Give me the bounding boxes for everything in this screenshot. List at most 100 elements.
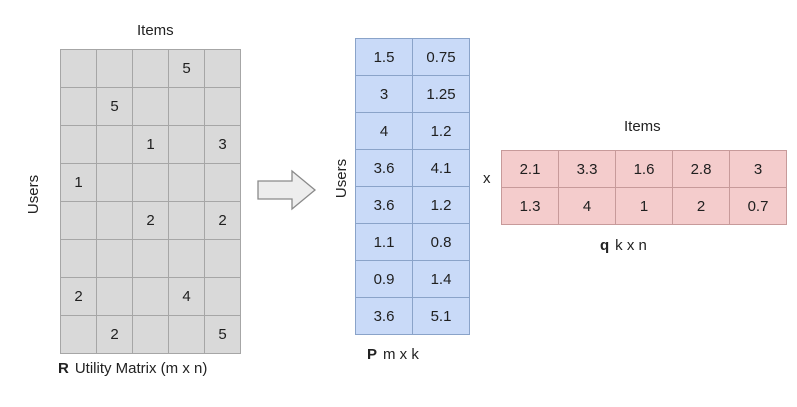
r-matrix-cell — [132, 49, 169, 88]
r-matrix-cell — [132, 315, 169, 354]
r-matrix-cell — [60, 87, 97, 126]
q-matrix-cell: 2.1 — [501, 150, 559, 188]
q-matrix-cell: 2.8 — [672, 150, 730, 188]
p-matrix-cell: 0.8 — [412, 223, 470, 261]
r-matrix-cell: 1 — [60, 163, 97, 202]
r-matrix-cell — [60, 239, 97, 278]
r-matrix-cell: 2 — [204, 201, 241, 240]
r-matrix-cell — [204, 49, 241, 88]
r-matrix-cell: 2 — [132, 201, 169, 240]
q-matrix-row: 2.1 3.3 1.6 2.8 3 — [501, 150, 787, 188]
p-caption-symbol: P — [367, 346, 378, 363]
q-items-label: Items — [624, 118, 661, 135]
p-matrix-cell: 0.9 — [355, 260, 413, 298]
r-items-label: Items — [137, 22, 174, 39]
r-matrix-cell — [132, 87, 169, 126]
item-factor-matrix-q: 2.1 3.3 1.6 2.8 3 1.3 4 1 2 0.7 — [501, 150, 787, 225]
p-matrix-cell: 1.25 — [412, 75, 470, 113]
r-matrix-cell — [168, 315, 205, 354]
q-matrix-cell: 1.6 — [615, 150, 673, 188]
r-caption: R Utility Matrix (m x n) — [58, 360, 207, 377]
r-matrix-cell — [204, 87, 241, 126]
user-factor-matrix-p: 1.5 0.75 3 1.25 4 1.2 3.6 4.1 3.6 1.2 1.1 0.8 0.9 1.4… — [355, 38, 470, 335]
p-matrix-cell: 4 — [355, 112, 413, 150]
r-matrix-cell — [96, 49, 133, 88]
r-caption-text: Utility Matrix (m x n) — [74, 360, 208, 377]
r-matrix-row: 1 — [60, 163, 241, 202]
p-matrix-cell: 3.6 — [355, 297, 413, 335]
q-caption-symbol: q — [600, 237, 610, 254]
p-matrix-cell: 1.4 — [412, 260, 470, 298]
q-caption-text: k x n — [615, 237, 647, 254]
r-users-label: Users — [25, 174, 43, 215]
r-matrix-cell: 3 — [204, 125, 241, 164]
p-matrix-cell: 1.2 — [412, 186, 470, 224]
r-matrix-cell — [96, 201, 133, 240]
r-matrix-cell — [204, 239, 241, 278]
p-matrix-row: 3.6 1.2 — [355, 186, 470, 224]
q-matrix-cell: 3.3 — [558, 150, 616, 188]
r-caption-symbol: R — [58, 360, 69, 377]
r-matrix-cell — [96, 163, 133, 202]
p-matrix-row: 0.9 1.4 — [355, 260, 470, 298]
r-matrix-cell — [60, 315, 97, 354]
p-matrix-row: 1.5 0.75 — [355, 38, 470, 76]
r-matrix-cell — [96, 239, 133, 278]
r-matrix-cell — [168, 239, 205, 278]
r-matrix-cell — [60, 201, 97, 240]
p-matrix-row: 4 1.2 — [355, 112, 470, 150]
p-matrix-row: 1.1 0.8 — [355, 223, 470, 261]
r-matrix-cell — [168, 87, 205, 126]
q-matrix-cell: 2 — [672, 187, 730, 225]
p-matrix-cell: 0.75 — [412, 38, 470, 76]
r-matrix-cell: 4 — [168, 277, 205, 316]
multiply-operator: x — [483, 170, 491, 187]
r-matrix-cell: 2 — [96, 315, 133, 354]
r-matrix-cell — [168, 125, 205, 164]
p-matrix-cell: 3.6 — [355, 149, 413, 187]
r-matrix-cell — [96, 277, 133, 316]
q-matrix-cell: 1.3 — [501, 187, 559, 225]
r-matrix-cell — [168, 163, 205, 202]
q-matrix-cell: 3 — [729, 150, 787, 188]
r-matrix-row — [60, 239, 241, 278]
r-matrix-cell — [132, 239, 169, 278]
r-matrix-cell: 2 — [60, 277, 97, 316]
q-matrix-cell: 0.7 — [729, 187, 787, 225]
r-matrix-cell — [204, 163, 241, 202]
r-matrix-cell: 1 — [132, 125, 169, 164]
q-matrix-cell: 4 — [558, 187, 616, 225]
r-matrix-cell — [96, 125, 133, 164]
right-arrow-icon — [257, 169, 317, 211]
r-matrix-cell: 5 — [96, 87, 133, 126]
r-matrix-cell — [168, 201, 205, 240]
r-matrix-cell: 5 — [168, 49, 205, 88]
p-users-label: Users — [333, 158, 351, 199]
r-matrix-cell: 5 — [204, 315, 241, 354]
r-matrix-row: 5 — [60, 49, 241, 88]
q-matrix-cell: 1 — [615, 187, 673, 225]
p-matrix-row: 3 1.25 — [355, 75, 470, 113]
r-matrix-row: 5 — [60, 87, 241, 126]
r-matrix-cell — [60, 125, 97, 164]
q-matrix-row: 1.3 4 1 2 0.7 — [501, 187, 787, 225]
p-matrix-cell: 1.5 — [355, 38, 413, 76]
p-matrix-row: 3.6 4.1 — [355, 149, 470, 187]
r-matrix-cell — [204, 277, 241, 316]
p-matrix-cell: 4.1 — [412, 149, 470, 187]
r-matrix-cell — [132, 277, 169, 316]
p-matrix-row: 3.6 5.1 — [355, 297, 470, 335]
p-matrix-cell: 1.2 — [412, 112, 470, 150]
p-matrix-cell: 3 — [355, 75, 413, 113]
r-matrix-cell — [60, 49, 97, 88]
p-caption-text: m x k — [383, 346, 419, 363]
p-matrix-cell: 1.1 — [355, 223, 413, 261]
p-matrix-cell: 5.1 — [412, 297, 470, 335]
p-matrix-cell: 3.6 — [355, 186, 413, 224]
